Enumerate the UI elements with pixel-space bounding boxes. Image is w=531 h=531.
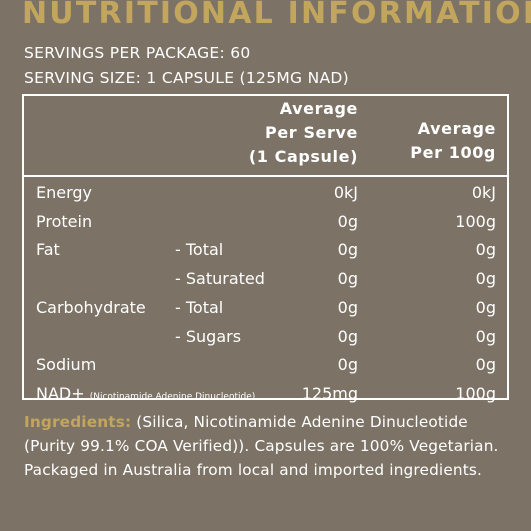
table-row: Protein 0g 100g (0, 212, 531, 241)
per-serve-value: 0g (337, 212, 358, 231)
per-100g-value: 0g (475, 269, 496, 288)
per-100g-value: 0g (475, 327, 496, 346)
column-header-line: (1 Capsule) (248, 147, 358, 166)
per-100g-value: 0kJ (471, 183, 496, 202)
table-row: Energy 0kJ 0kJ (0, 183, 531, 212)
nutrient-name: Protein (36, 212, 93, 231)
per-serve-value: 0g (337, 298, 358, 317)
serving-size: SERVING SIZE: 1 CAPSULE (125MG NAD) (24, 69, 349, 87)
per-100g-value: 0g (475, 355, 496, 374)
column-header-per-100g: Average Per 100g (410, 117, 496, 165)
column-header-line: Average (279, 99, 358, 118)
nutrient-name-nad: NAD+ (Nicotinamide Adenine Dinucleotide) (36, 384, 255, 407)
nutrient-sub: - Total (175, 298, 224, 317)
ingredients-statement: Ingredients: (Silica, Nicotinamide Adeni… (24, 410, 514, 482)
nutrient-name-detail: (Nicotinamide Adenine Dinucleotide) (89, 392, 256, 402)
servings-per-package: SERVINGS PER PACKAGE: 60 (24, 44, 251, 62)
table-divider (22, 175, 509, 177)
table-row: Carbohydrate - Total 0g 0g (0, 298, 531, 327)
per-serve-value: 0g (337, 327, 358, 346)
nutrient-name: NAD+ (36, 384, 85, 403)
column-header-per-serve: Average Per Serve (1 Capsule) (249, 97, 358, 169)
nutrient-name: Energy (36, 183, 93, 202)
table-row: - Saturated 0g 0g (0, 269, 531, 298)
per-serve-value: 125mg (301, 384, 358, 403)
per-100g-value: 0g (475, 240, 496, 259)
nutrient-sub: - Saturated (175, 269, 265, 288)
per-serve-value: 0g (337, 355, 358, 374)
per-100g-value: 100g (455, 384, 496, 403)
column-header-line: Average (417, 119, 496, 138)
table-row: Sodium 0g 0g (0, 355, 531, 384)
page-title: NUTRITIONAL INFORMATION (22, 0, 531, 31)
nutrition-table (22, 94, 509, 400)
per-serve-value: 0kJ (333, 183, 358, 202)
nutrient-name: Carbohydrate (36, 298, 146, 317)
per-serve-value: 0g (337, 269, 358, 288)
ingredients-text: (Silica, Nicotinamide Adenine Dinucleoti… (24, 413, 499, 479)
ingredients-label: Ingredients: (24, 413, 132, 431)
nutrient-sub: - Sugars (175, 327, 242, 346)
per-serve-value: 0g (337, 240, 358, 259)
column-header-line: Per 100g (410, 143, 496, 162)
table-row: Fat - Total 0g 0g (0, 240, 531, 269)
nutrient-name: Sodium (36, 355, 97, 374)
nutrient-sub: - Total (175, 240, 224, 259)
table-row: - Sugars 0g 0g (0, 327, 531, 356)
nutrient-name: Fat (36, 240, 60, 259)
per-100g-value: 100g (455, 212, 496, 231)
per-100g-value: 0g (475, 298, 496, 317)
table-row: NAD+ (Nicotinamide Adenine Dinucleotide)… (0, 384, 531, 413)
column-header-line: Per Serve (265, 123, 358, 142)
